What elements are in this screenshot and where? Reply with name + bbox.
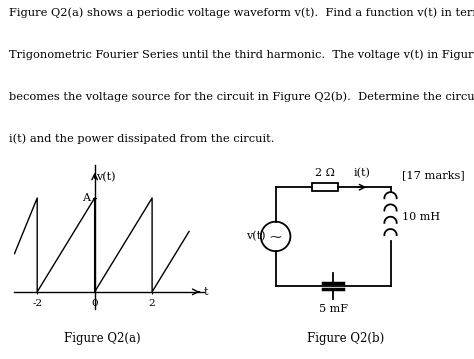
Text: [17 marks]: [17 marks]: [402, 170, 465, 180]
Text: A: A: [82, 193, 91, 203]
Text: Figure Q2(a): Figure Q2(a): [64, 332, 140, 345]
Text: v(t): v(t): [246, 231, 266, 242]
Text: ~: ~: [269, 228, 283, 245]
Text: i(t) and the power dissipated from the circuit.: i(t) and the power dissipated from the c…: [9, 134, 275, 144]
Text: t: t: [204, 287, 208, 297]
Text: 2 Ω: 2 Ω: [315, 168, 335, 178]
Text: Figure Q2(b): Figure Q2(b): [308, 332, 384, 345]
Text: v(t): v(t): [96, 172, 116, 182]
Bar: [312, 183, 338, 191]
Text: 10 mH: 10 mH: [401, 212, 440, 222]
Text: 5 mF: 5 mF: [319, 304, 347, 314]
Text: Figure Q2(a) shows a periodic voltage waveform v(t).  Find a function v(t) in te: Figure Q2(a) shows a periodic voltage wa…: [9, 7, 474, 18]
Text: becomes the voltage source for the circuit in Figure Q2(b).  Determine the circu: becomes the voltage source for the circu…: [9, 92, 474, 102]
Text: i(t): i(t): [353, 168, 370, 178]
Text: Trigonometric Fourier Series until the third harmonic.  The voltage v(t) in Figu: Trigonometric Fourier Series until the t…: [9, 50, 474, 60]
